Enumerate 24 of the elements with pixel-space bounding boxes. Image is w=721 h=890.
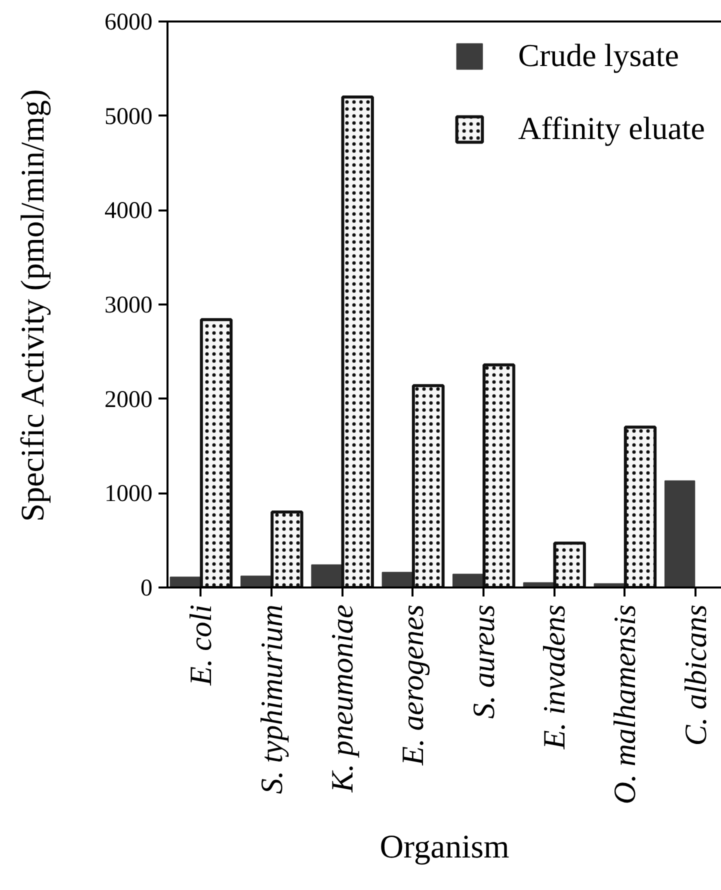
y-tick-label: 4000	[104, 198, 152, 224]
y-tick-label: 1000	[104, 481, 152, 508]
x-tick-label: K. pneumoniae	[324, 604, 360, 794]
y-tick-label: 5000	[104, 104, 152, 130]
x-tick-label: O. malhamensis	[607, 604, 642, 804]
x-tick-label: E. coli	[183, 604, 218, 686]
bar	[382, 572, 412, 588]
bar	[240, 576, 272, 588]
x-tick-label: C. albicans	[678, 604, 713, 746]
y-tick-label: 2000	[104, 386, 152, 413]
x-tick-label: E. aerogenes	[395, 604, 430, 766]
y-tick-label: 6000	[104, 10, 152, 36]
bar	[170, 576, 201, 588]
x-tick-label: S. aureus	[466, 604, 501, 719]
y-tick-label: 3000	[104, 292, 152, 318]
legend-label: Crude lysate	[518, 37, 679, 74]
x-axis-title: Organism	[380, 829, 510, 866]
x-tick-label: S. typhimurium	[254, 604, 289, 794]
y-tick-label: 0	[140, 576, 152, 602]
legend-label: Affinity eluate	[518, 110, 705, 147]
y-axis-title: Specific Activity (pmol/min/mg)	[16, 89, 52, 522]
bar	[311, 564, 342, 588]
x-tick-label: E. invadens	[536, 604, 572, 750]
bar	[664, 480, 696, 588]
